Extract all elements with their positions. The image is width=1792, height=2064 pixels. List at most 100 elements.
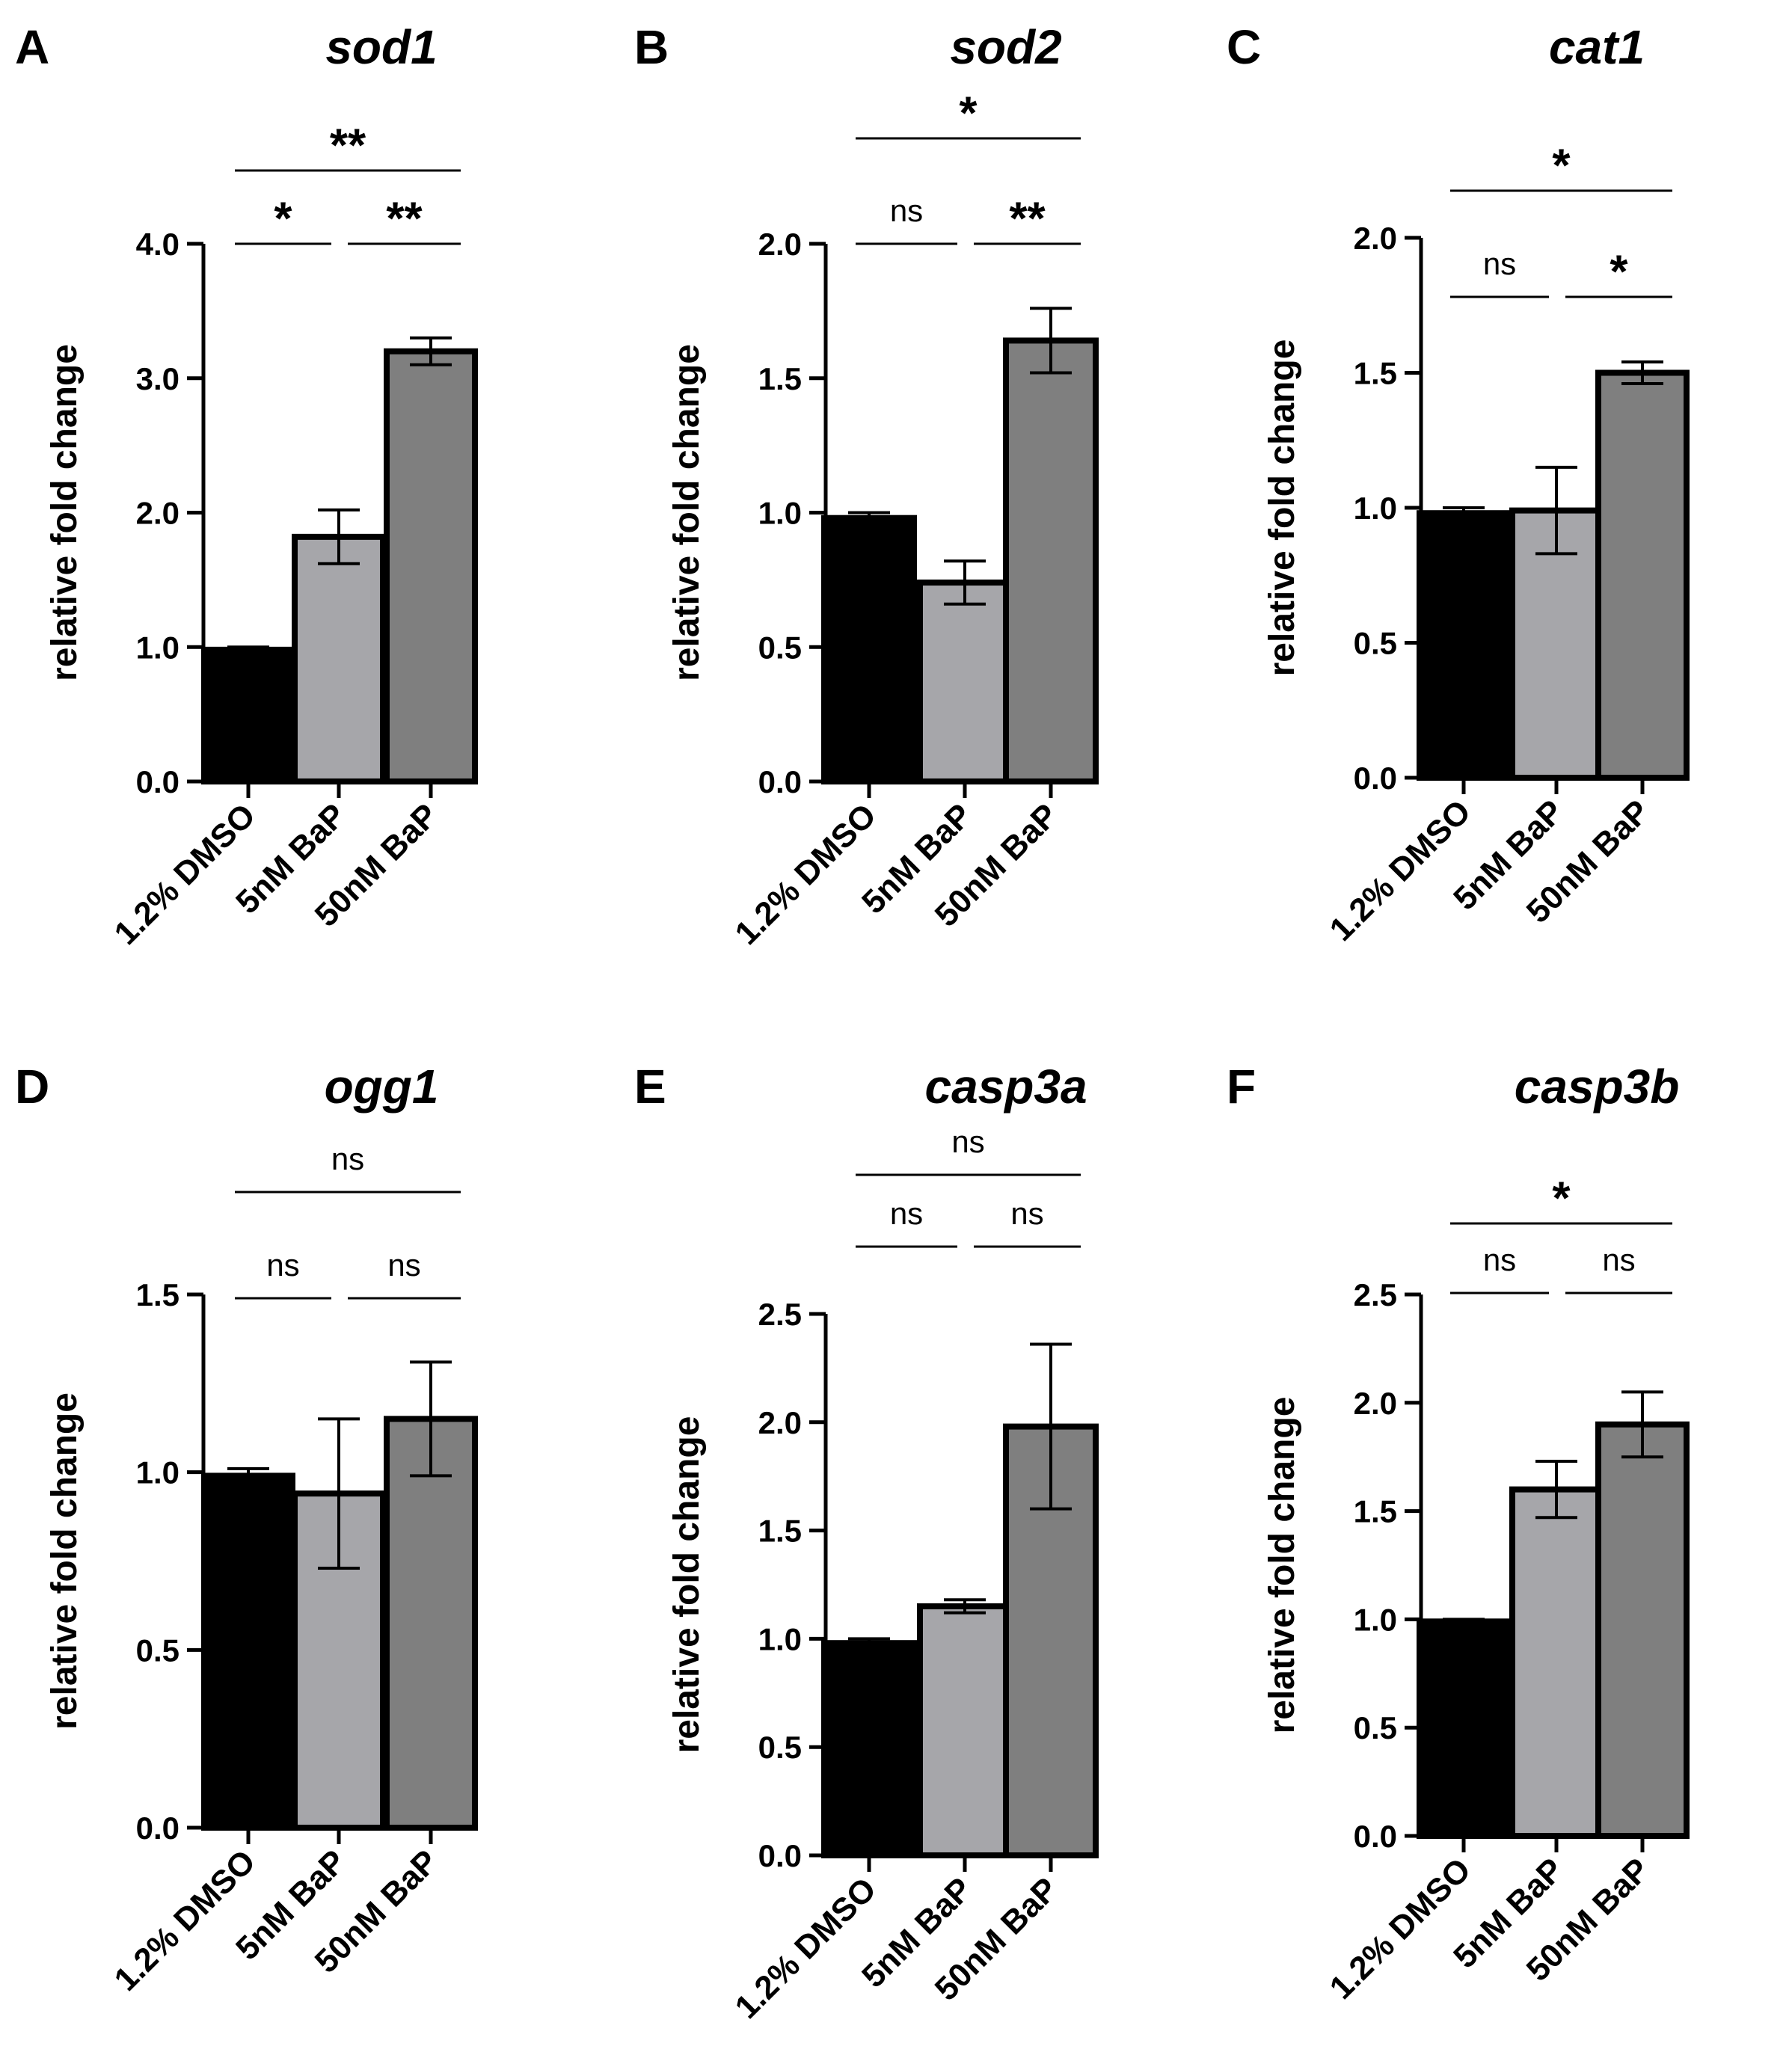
chart-title: casp3a <box>924 1060 1087 1114</box>
significance-label: ns <box>1483 246 1516 281</box>
significance-bracket: * <box>235 194 331 245</box>
significance-bracket: ** <box>974 194 1081 245</box>
significance-bracket: * <box>1565 247 1672 298</box>
significance-label: * <box>959 88 978 140</box>
bar-1 <box>201 646 295 784</box>
bar-3 <box>384 348 478 784</box>
significance-label: ** <box>1009 194 1046 245</box>
y-tick-label: 0.0 <box>136 1810 179 1846</box>
y-tick-label: 1.0 <box>136 1455 179 1490</box>
y-tick-label: 1.5 <box>1354 1494 1397 1529</box>
error-bar-2 <box>944 559 986 606</box>
x-category-label: 1.2% DMSO <box>1323 1851 1479 2006</box>
significance-label: * <box>1610 247 1628 298</box>
y-tick-label: 2.0 <box>758 1405 802 1440</box>
bar-3 <box>1595 1421 1690 1839</box>
significance-bracket: ns <box>1450 246 1549 298</box>
error-bar-1 <box>227 1466 269 1484</box>
error-bar-2 <box>318 508 360 565</box>
x-category-label: 1.2% DMSO <box>108 1843 263 1998</box>
error-bar-1 <box>848 511 890 525</box>
x-category-label: 1.2% DMSO <box>1323 793 1479 948</box>
y-tick-label: 0.5 <box>136 1633 179 1668</box>
significance-bracket: ns <box>856 193 957 245</box>
significance-label: ns <box>266 1247 299 1283</box>
y-tick-label: 2.0 <box>758 227 802 262</box>
significance-label: ns <box>951 1124 984 1159</box>
significance-bracket: ns <box>1450 1242 1549 1294</box>
y-axis-label: relative fold change <box>1262 340 1302 677</box>
significance-label: * <box>1552 141 1571 192</box>
error-bar-1 <box>848 1637 890 1649</box>
bar-3 <box>384 1416 478 1831</box>
y-tick-label: 0.5 <box>758 1730 802 1765</box>
y-tick-label: 0.0 <box>1354 1819 1397 1854</box>
bar-2 <box>917 1603 1013 1858</box>
bar-2 <box>1509 1486 1604 1839</box>
bar-1 <box>821 1640 917 1858</box>
y-tick-label: 1.5 <box>1354 356 1397 391</box>
significance-bracket: ns <box>235 1247 331 1300</box>
error-bar-3 <box>410 336 452 366</box>
y-tick-label: 0.0 <box>136 764 179 799</box>
y-tick-label: 1.5 <box>758 361 802 396</box>
panel-letter: A <box>15 20 49 74</box>
y-tick-label: 0.0 <box>758 764 802 799</box>
bar-1 <box>1417 1618 1511 1839</box>
error-bar-1 <box>1443 506 1485 520</box>
bar-3 <box>1595 369 1690 781</box>
bar-1 <box>821 515 917 784</box>
error-bar-1 <box>227 645 269 654</box>
error-bar-2 <box>1535 465 1577 556</box>
bar-3 <box>1003 337 1099 785</box>
y-tick-label: 2.5 <box>758 1297 802 1332</box>
y-tick-label: 2.0 <box>1354 1386 1397 1421</box>
panel-letter: E <box>634 1060 666 1114</box>
y-tick-label: 1.5 <box>136 1277 179 1312</box>
y-axis-label: relative fold change <box>1262 1397 1302 1734</box>
significance-label: * <box>1552 1173 1571 1225</box>
x-category-label: 1.2% DMSO <box>108 796 263 952</box>
y-tick-label: 1.5 <box>758 1514 802 1549</box>
significance-bracket: ns <box>974 1196 1081 1248</box>
panel-letter: B <box>634 20 669 74</box>
significance-bracket: ns <box>856 1124 1081 1176</box>
panel-letter: F <box>1227 1060 1256 1114</box>
significance-label: * <box>274 194 292 245</box>
significance-label: ns <box>331 1141 364 1176</box>
significance-label: ** <box>386 194 423 245</box>
significance-bracket: ns <box>856 1196 957 1248</box>
significance-label: ns <box>890 1196 923 1231</box>
significance-label: ns <box>387 1247 420 1283</box>
y-tick-label: 1.0 <box>136 630 179 665</box>
y-tick-label: 2.0 <box>1354 221 1397 256</box>
chart-title: cat1 <box>1549 20 1645 74</box>
significance-bracket: ** <box>348 194 461 245</box>
y-tick-label: 0.0 <box>1354 761 1397 796</box>
panel-letter: C <box>1227 20 1261 74</box>
y-tick-label: 1.0 <box>1354 1602 1397 1637</box>
y-tick-label: 2.0 <box>136 496 179 531</box>
significance-bracket: * <box>1450 141 1672 192</box>
significance-bracket: ns <box>348 1247 461 1300</box>
y-axis-label: relative fold change <box>667 1416 707 1754</box>
y-tick-label: 0.0 <box>758 1838 802 1873</box>
x-category-label: 1.2% DMSO <box>728 1870 884 2026</box>
y-tick-label: 0.5 <box>1354 1710 1397 1745</box>
y-axis-label: relative fold change <box>45 1392 85 1730</box>
significance-bracket: * <box>856 88 1081 140</box>
error-bar-3 <box>1621 1390 1663 1459</box>
chart-title: ogg1 <box>325 1060 439 1114</box>
significance-label: ns <box>1483 1242 1516 1277</box>
y-tick-label: 1.0 <box>758 496 802 531</box>
y-tick-label: 4.0 <box>136 227 179 262</box>
error-bar-3 <box>1621 360 1663 385</box>
significance-label: ns <box>890 193 923 228</box>
